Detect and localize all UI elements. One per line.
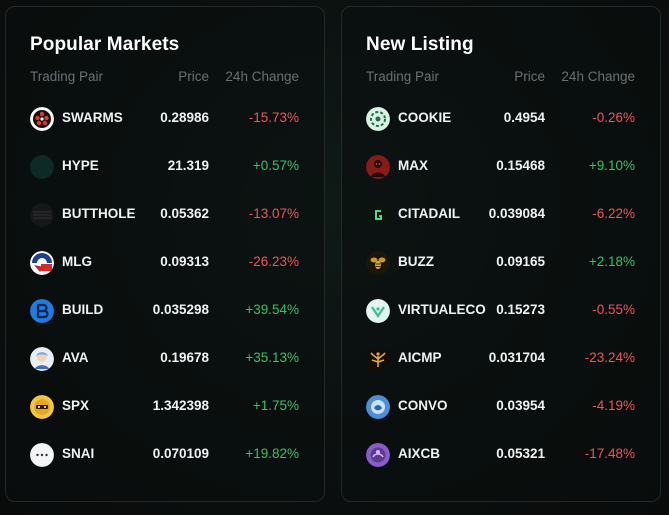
new-listing-title: New Listing — [366, 34, 474, 55]
build-icon — [30, 299, 54, 323]
pair-price: 1.342398 — [152, 398, 209, 413]
pair-change: -4.19% — [592, 398, 635, 413]
ava-icon — [30, 347, 54, 371]
buzz-icon — [366, 251, 390, 275]
pair-change: +2.18% — [588, 254, 635, 269]
pair-name: CONVO — [398, 398, 448, 413]
market-row-cookie[interactable]: COOKIE 0.4954 -0.26% — [342, 95, 660, 143]
pair-change: +1.75% — [252, 398, 299, 413]
pair-change: +0.57% — [252, 158, 299, 173]
pair-change: -6.22% — [592, 206, 635, 221]
pair-name: COOKIE — [398, 110, 452, 125]
market-row-build[interactable]: BUILD 0.035298 +39.54% — [6, 287, 324, 335]
header-trading-pair: Trading Pair — [30, 69, 104, 84]
market-row-citadail[interactable]: CITADAIL 0.039084 -6.22% — [342, 191, 660, 239]
pair-price: 0.05362 — [160, 206, 209, 221]
max-icon — [366, 155, 390, 179]
pair-change: -0.26% — [592, 110, 635, 125]
pair-price: 0.031704 — [488, 350, 545, 365]
pair-price: 0.09165 — [496, 254, 545, 269]
market-row-ava[interactable]: AVA 0.19678 +35.13% — [6, 335, 324, 383]
market-row-aixcb[interactable]: AIXCB 0.05321 -17.48% — [342, 431, 660, 479]
market-row-hype[interactable]: HYPE 21.319 +0.57% — [6, 143, 324, 191]
pair-name: AIXCB — [398, 446, 441, 461]
market-row-spx[interactable]: SPX 1.342398 +1.75% — [6, 383, 324, 431]
pair-change: -15.73% — [248, 110, 299, 125]
pair-price: 0.05321 — [496, 446, 545, 461]
spx-icon — [30, 395, 54, 419]
pair-price: 0.070109 — [152, 446, 209, 461]
pair-name: BUZZ — [398, 254, 434, 269]
pair-name: MAX — [398, 158, 428, 173]
pair-name: BUILD — [62, 302, 104, 317]
swarms-icon — [30, 107, 54, 131]
pair-change: +39.54% — [245, 302, 299, 317]
pair-change: -17.48% — [584, 446, 635, 461]
new-listing-rows: COOKIE 0.4954 -0.26% MAX 0.15468 +9.10% … — [342, 95, 660, 479]
pair-price: 0.039084 — [488, 206, 545, 221]
market-row-mlg[interactable]: MLG 0.09313 -26.23% — [6, 239, 324, 287]
snai-icon — [30, 443, 54, 467]
market-row-convo[interactable]: CONVO 0.03954 -4.19% — [342, 383, 660, 431]
header-trading-pair: Trading Pair — [366, 69, 440, 84]
popular-markets-panel: Popular Markets Trading Pair Price 24h C… — [5, 6, 325, 502]
market-row-aicmp[interactable]: AICMP 0.031704 -23.24% — [342, 335, 660, 383]
pair-name: SWARMS — [62, 110, 123, 125]
pair-name: SNAI — [62, 446, 95, 461]
popular-markets-title: Popular Markets — [30, 34, 180, 55]
pair-price: 0.15273 — [496, 302, 545, 317]
pair-price: 0.035298 — [152, 302, 209, 317]
butthole-icon — [30, 203, 54, 227]
pair-name: MLG — [62, 254, 92, 269]
pair-price: 0.03954 — [496, 398, 545, 413]
pair-price: 21.319 — [167, 158, 209, 173]
pair-change: -23.24% — [584, 350, 635, 365]
pair-name: SPX — [62, 398, 90, 413]
pair-change: -0.55% — [592, 302, 635, 317]
popular-markets-rows: SWARMS 0.28986 -15.73% HYPE 21.319 +0.57… — [6, 95, 324, 479]
pair-name: AICMP — [398, 350, 442, 365]
citadail-icon — [366, 203, 390, 227]
pair-name: CITADAIL — [398, 206, 460, 221]
header-24h-change: 24h Change — [561, 69, 635, 84]
header-24h-change: 24h Change — [225, 69, 299, 84]
market-row-snai[interactable]: SNAI 0.070109 +19.82% — [6, 431, 324, 479]
aicmp-icon — [366, 347, 390, 371]
pair-price: 0.4954 — [503, 110, 545, 125]
pair-price: 0.28986 — [160, 110, 209, 125]
hype-icon — [30, 155, 54, 179]
virtualeco-icon — [366, 299, 390, 323]
pair-change: -26.23% — [248, 254, 299, 269]
market-row-virtualeco[interactable]: VIRTUALECO 0.15273 -0.55% — [342, 287, 660, 335]
pair-change: +9.10% — [588, 158, 635, 173]
convo-icon — [366, 395, 390, 419]
market-row-max[interactable]: MAX 0.15468 +9.10% — [342, 143, 660, 191]
pair-price: 0.15468 — [496, 158, 545, 173]
header-price: Price — [178, 69, 209, 84]
cookie-icon — [366, 107, 390, 131]
pair-change: -13.07% — [248, 206, 299, 221]
new-listing-header: Trading Pair Price 24h Change — [342, 69, 660, 85]
pair-name: HYPE — [62, 158, 99, 173]
pair-price: 0.09313 — [160, 254, 209, 269]
market-row-butthole[interactable]: BUTTHOLE 0.05362 -13.07% — [6, 191, 324, 239]
popular-markets-header: Trading Pair Price 24h Change — [6, 69, 324, 85]
market-row-buzz[interactable]: BUZZ 0.09165 +2.18% — [342, 239, 660, 287]
pair-name: AVA — [62, 350, 89, 365]
new-listing-panel: New Listing Trading Pair Price 24h Chang… — [341, 6, 661, 502]
pair-name: VIRTUALECO — [398, 302, 486, 317]
pair-change: +35.13% — [245, 350, 299, 365]
pair-change: +19.82% — [245, 446, 299, 461]
pair-price: 0.19678 — [160, 350, 209, 365]
pair-name: BUTTHOLE — [62, 206, 136, 221]
header-price: Price — [514, 69, 545, 84]
mlg-icon — [30, 251, 54, 275]
aixcb-icon — [366, 443, 390, 467]
market-row-swarms[interactable]: SWARMS 0.28986 -15.73% — [6, 95, 324, 143]
